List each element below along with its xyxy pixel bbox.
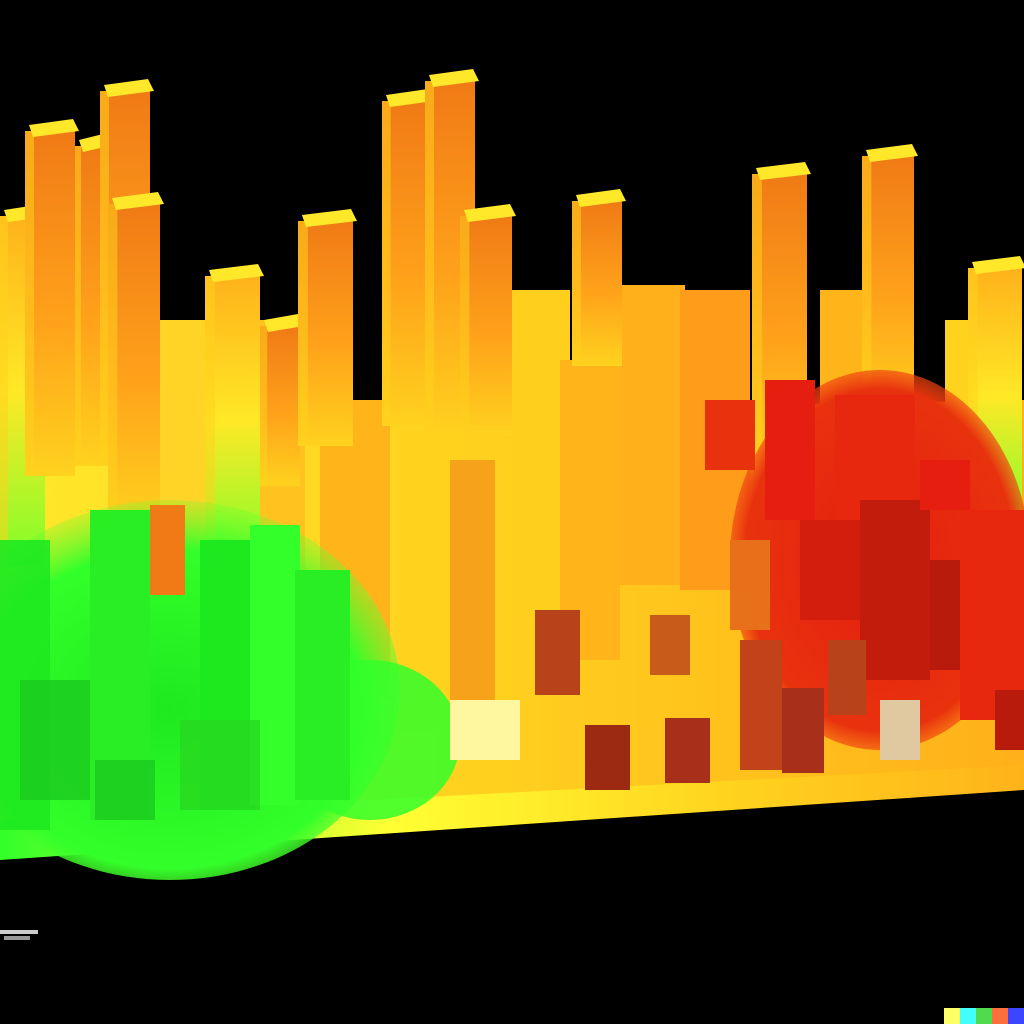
- tower-roof: [209, 264, 264, 282]
- green-heat-zone: [0, 500, 460, 880]
- tower-roof: [972, 256, 1024, 274]
- tower-side-highlight: [108, 204, 118, 526]
- tower-roof: [576, 189, 626, 207]
- tower-roof: [429, 69, 479, 87]
- tower-side-highlight: [25, 131, 34, 476]
- tower-roof: [112, 192, 164, 210]
- tower-side-highlight: [205, 276, 215, 566]
- tower-roof: [302, 209, 357, 227]
- tower-side-highlight: [0, 216, 9, 566]
- swatch-yellow: [944, 1008, 960, 1024]
- tower-roof: [756, 162, 811, 180]
- swatch-cyan: [960, 1008, 976, 1024]
- tower-side-highlight: [75, 146, 81, 466]
- swatch-orange: [992, 1008, 1008, 1024]
- tower-roof: [464, 204, 516, 222]
- tower-roof: [29, 119, 79, 137]
- tower-roof: [264, 314, 304, 332]
- foreground-buildings: [150, 505, 920, 790]
- tower-roof: [104, 79, 154, 97]
- tower-side-highlight: [260, 326, 268, 486]
- tower-side-highlight: [100, 91, 109, 466]
- tower-side-highlight: [572, 201, 581, 366]
- tower-side-highlight: [298, 221, 308, 446]
- tower-side-highlight: [752, 174, 762, 476]
- tower-side-highlight: [382, 101, 391, 426]
- tall-towers: [0, 69, 1024, 566]
- speckle-noise: [0, 930, 38, 940]
- tower-side-highlight: [862, 156, 872, 416]
- tower-roof: [866, 144, 918, 162]
- tower-side-highlight: [968, 268, 978, 526]
- swatch-green: [976, 1008, 992, 1024]
- swatch-blue: [1008, 1008, 1024, 1024]
- tower-roof: [386, 89, 434, 107]
- tower-side-highlight: [425, 81, 434, 436]
- tower-side-highlight: [460, 216, 470, 436]
- red-heat-zone: [705, 370, 1024, 750]
